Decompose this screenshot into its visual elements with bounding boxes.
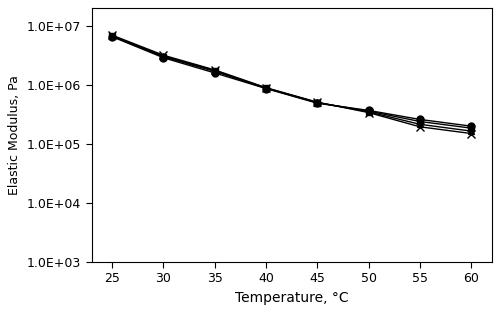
12 wk <box>417 122 423 126</box>
Line: 2 wk: 2 wk <box>108 33 474 130</box>
2 wk <box>417 118 423 121</box>
2 wk <box>366 109 372 112</box>
4 wk <box>468 126 474 130</box>
2 wk <box>109 35 115 38</box>
2 wk <box>212 71 218 75</box>
24 wk <box>212 68 218 72</box>
24 wk <box>366 111 372 115</box>
24 wk <box>263 86 269 90</box>
4 wk <box>314 101 320 105</box>
4 wk <box>160 55 166 59</box>
12 wk <box>212 69 218 73</box>
4 wk <box>417 120 423 123</box>
4 wk <box>212 69 218 73</box>
12 wk <box>366 110 372 114</box>
2 wk <box>314 101 320 105</box>
4 wk <box>263 86 269 90</box>
4 wk <box>109 34 115 38</box>
12 wk <box>314 100 320 104</box>
Line: 12 wk: 12 wk <box>108 33 474 135</box>
2 wk <box>160 56 166 59</box>
12 wk <box>263 86 269 90</box>
24 wk <box>160 53 166 57</box>
12 wk <box>109 34 115 38</box>
2 wk <box>468 124 474 128</box>
24 wk <box>468 132 474 136</box>
12 wk <box>160 54 166 58</box>
24 wk <box>314 100 320 104</box>
X-axis label: Temperature, °C: Temperature, °C <box>235 291 348 305</box>
2 wk <box>263 87 269 90</box>
Y-axis label: Elastic Modulus, Pa: Elastic Modulus, Pa <box>8 75 22 195</box>
12 wk <box>468 129 474 133</box>
24 wk <box>417 125 423 129</box>
4 wk <box>366 109 372 113</box>
Line: 4 wk: 4 wk <box>108 33 474 131</box>
24 wk <box>109 33 115 37</box>
Line: 24 wk: 24 wk <box>108 31 476 138</box>
